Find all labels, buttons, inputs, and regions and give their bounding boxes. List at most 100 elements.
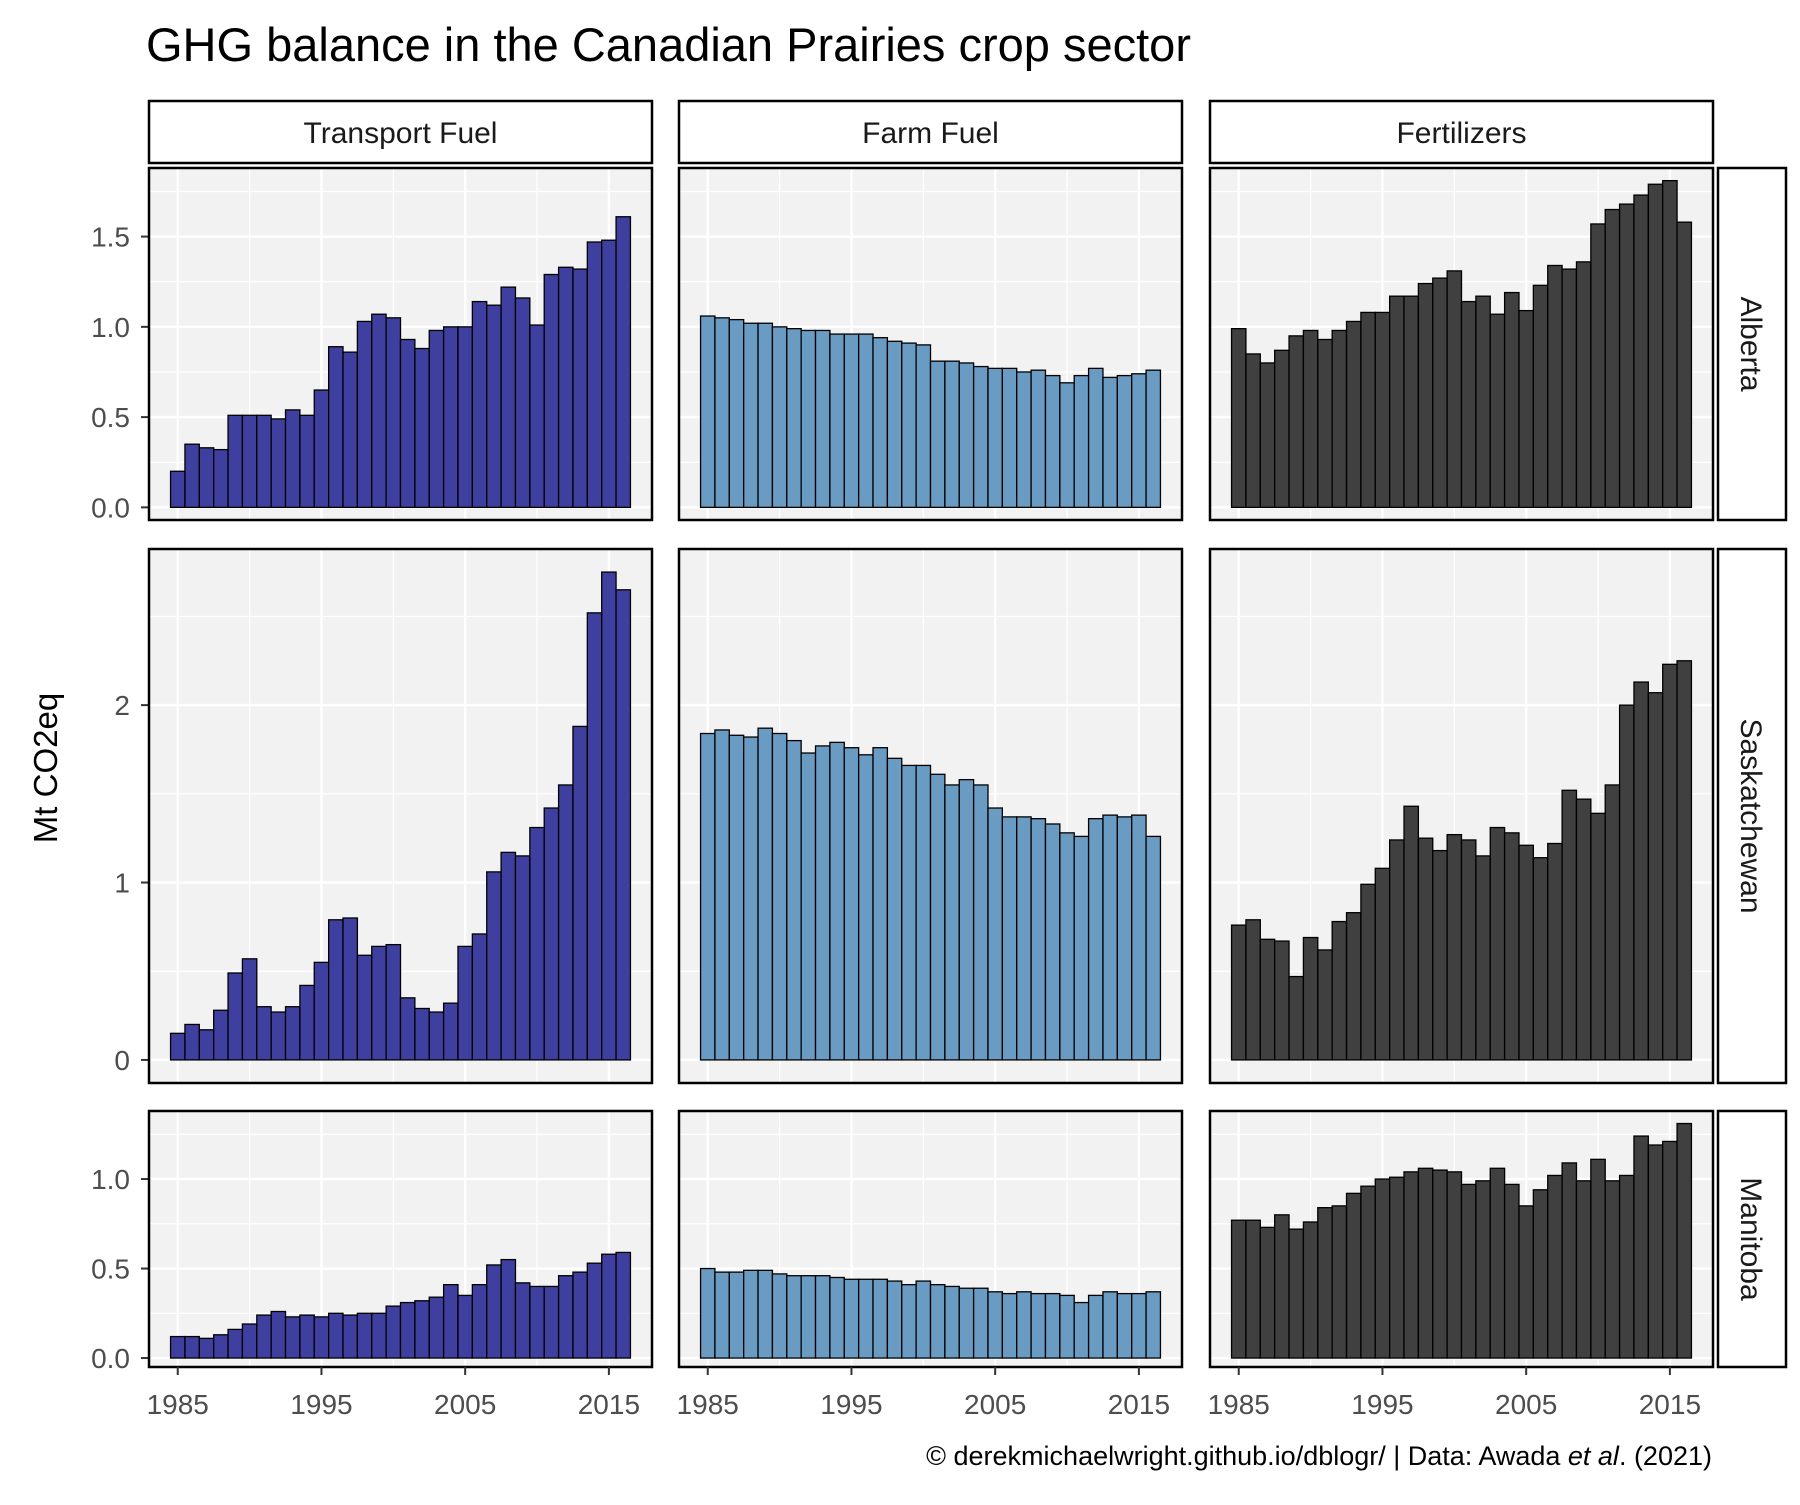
bar-1990 bbox=[1302, 936, 1319, 1061]
bar-1988 bbox=[213, 1334, 229, 1359]
bar-2006 bbox=[471, 933, 488, 1061]
facet-strip-saskatchewan: Saskatchewan bbox=[1716, 547, 1788, 1085]
bar-2002 bbox=[1475, 1180, 1491, 1359]
bar-1989 bbox=[1288, 1228, 1305, 1359]
bar-1994 bbox=[829, 333, 845, 509]
panel-manitoba-farm-fuel bbox=[677, 1109, 1184, 1369]
bar-2005 bbox=[1518, 1205, 1535, 1359]
bar-2012 bbox=[1618, 704, 1635, 1061]
bar-1996 bbox=[327, 346, 344, 509]
y-tick-label: 1.5 bbox=[91, 222, 130, 253]
bar-1991 bbox=[256, 1006, 272, 1061]
bar-1990 bbox=[241, 414, 258, 509]
bar-1991 bbox=[786, 739, 802, 1061]
bar-2002 bbox=[414, 1300, 430, 1359]
bar-2015 bbox=[1662, 1140, 1678, 1359]
bar-2004 bbox=[972, 1287, 989, 1359]
panel-alberta-fertilizers bbox=[1208, 166, 1715, 522]
bar-1994 bbox=[1360, 883, 1376, 1061]
bar-2004 bbox=[442, 1002, 459, 1061]
bar-1986 bbox=[1245, 1219, 1261, 1359]
bar-2004 bbox=[1503, 832, 1520, 1061]
bar-1993 bbox=[814, 745, 831, 1061]
y-tick-label: 1.0 bbox=[91, 312, 130, 343]
bar-1995 bbox=[843, 333, 860, 509]
bar-2008 bbox=[500, 1258, 517, 1359]
bar-1997 bbox=[342, 917, 359, 1061]
bar-1986 bbox=[714, 1271, 730, 1359]
bar-2016 bbox=[615, 589, 632, 1061]
panel-saskatchewan-farm-fuel bbox=[677, 547, 1184, 1085]
bar-2012 bbox=[557, 266, 574, 509]
bar-2005 bbox=[987, 807, 1004, 1061]
chart-title: GHG balance in the Canadian Prairies cro… bbox=[146, 18, 1191, 71]
bar-2004 bbox=[442, 1284, 459, 1359]
bar-2006 bbox=[1532, 1189, 1549, 1359]
facet-strip-manitoba: Manitoba bbox=[1716, 1109, 1788, 1369]
bar-1995 bbox=[313, 961, 330, 1061]
bar-2015 bbox=[601, 239, 617, 509]
bar-2009 bbox=[514, 297, 531, 509]
bar-1996 bbox=[1388, 295, 1405, 509]
bar-1998 bbox=[1417, 1167, 1434, 1359]
bar-1991 bbox=[786, 1275, 802, 1359]
bar-1997 bbox=[872, 747, 889, 1061]
bar-2006 bbox=[1001, 816, 1018, 1061]
bar-1987 bbox=[1259, 938, 1276, 1061]
bar-2016 bbox=[1676, 221, 1693, 509]
bar-2016 bbox=[615, 216, 632, 509]
bar-2015 bbox=[601, 1253, 617, 1359]
bar-1997 bbox=[872, 337, 889, 509]
bar-1994 bbox=[299, 984, 315, 1061]
bar-2000 bbox=[1446, 1171, 1463, 1359]
panel-border bbox=[1208, 1109, 1715, 1369]
bar-1998 bbox=[1417, 282, 1434, 509]
bar-2005 bbox=[1518, 309, 1535, 509]
bar-2007 bbox=[1016, 816, 1032, 1061]
bar-2000 bbox=[915, 1280, 932, 1359]
bar-1989 bbox=[757, 322, 774, 509]
bar-2000 bbox=[915, 344, 932, 509]
x-tick-label: 1985 bbox=[677, 1389, 739, 1420]
bar-1986 bbox=[714, 729, 730, 1061]
panel-border bbox=[677, 166, 1184, 522]
bar-1986 bbox=[184, 443, 200, 509]
bar-1998 bbox=[356, 320, 373, 509]
bar-2013 bbox=[1102, 376, 1118, 509]
strip-box bbox=[1716, 547, 1788, 1085]
panel-border bbox=[677, 547, 1184, 1085]
bar-2012 bbox=[1618, 1174, 1635, 1359]
x-tick-label: 2015 bbox=[578, 1389, 640, 1420]
bar-2013 bbox=[1633, 681, 1649, 1061]
bar-1999 bbox=[371, 1312, 387, 1359]
bar-1992 bbox=[1331, 329, 1348, 509]
bar-2009 bbox=[514, 855, 531, 1061]
bar-2004 bbox=[972, 784, 989, 1061]
bar-1985 bbox=[169, 470, 186, 509]
bar-2005 bbox=[987, 367, 1004, 509]
bar-1986 bbox=[1245, 919, 1261, 1061]
bar-2007 bbox=[486, 304, 502, 509]
bar-1991 bbox=[1317, 1207, 1333, 1359]
bar-2006 bbox=[471, 1284, 488, 1359]
bar-2009 bbox=[1044, 823, 1061, 1061]
bar-2000 bbox=[385, 943, 402, 1061]
panel-saskatchewan-transport-fuel bbox=[147, 547, 654, 1085]
x-tick-label: 2015 bbox=[1639, 1389, 1701, 1420]
bar-2011 bbox=[1073, 835, 1090, 1061]
bar-1989 bbox=[227, 972, 244, 1061]
bar-2001 bbox=[929, 360, 946, 509]
strip-box bbox=[147, 99, 654, 165]
bar-1993 bbox=[1345, 1192, 1362, 1359]
bar-1992 bbox=[270, 1310, 287, 1359]
bar-1995 bbox=[843, 747, 860, 1061]
bar-2012 bbox=[557, 784, 574, 1061]
bar-1998 bbox=[886, 1280, 903, 1359]
bar-1992 bbox=[270, 1011, 287, 1061]
bar-1985 bbox=[699, 1267, 716, 1359]
bar-2007 bbox=[1016, 1291, 1032, 1359]
bar-1999 bbox=[1432, 277, 1448, 509]
bar-1994 bbox=[299, 414, 315, 509]
bar-2012 bbox=[1087, 367, 1104, 509]
bar-2006 bbox=[1001, 1292, 1018, 1359]
